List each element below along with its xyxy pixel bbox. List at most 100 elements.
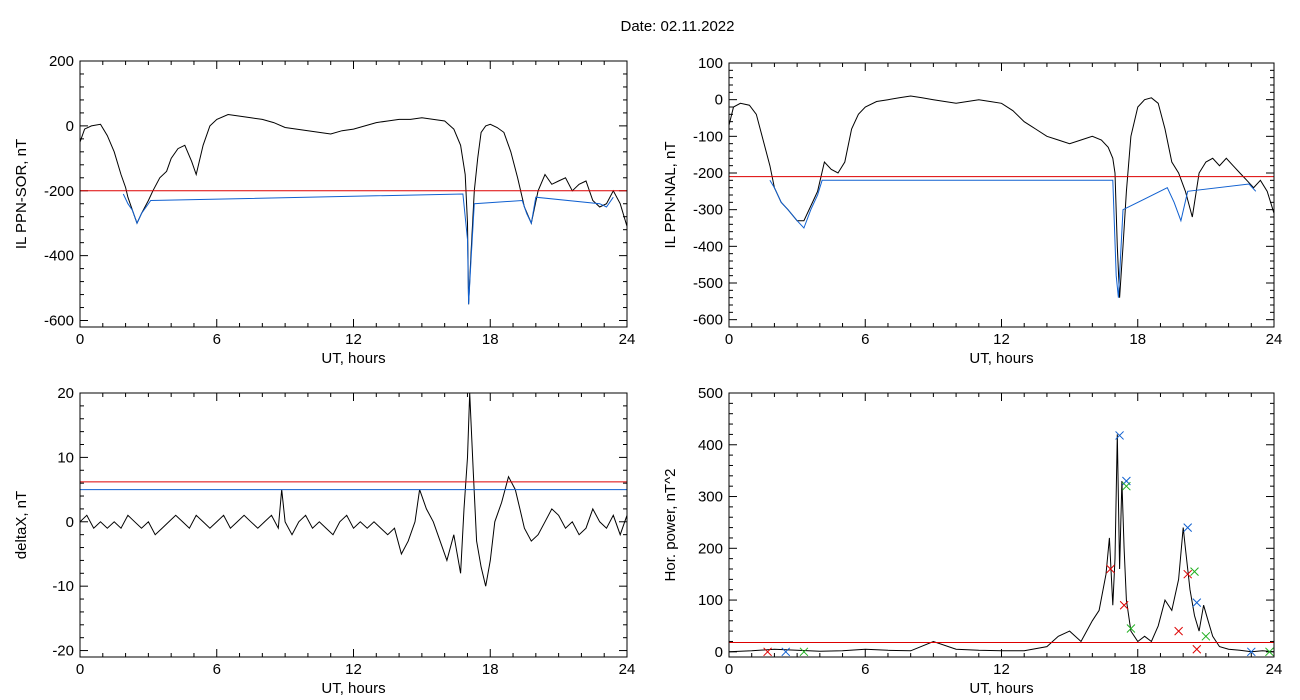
marker-blue — [1183, 523, 1193, 532]
y-axis-label: Hor. power, nT^2 — [662, 469, 679, 582]
x-tick-label: 0 — [76, 661, 84, 678]
y-tick-label: 20 — [57, 385, 74, 402]
x-axis-label: UT, hours — [321, 350, 385, 367]
marker-stroke — [1201, 631, 1211, 641]
series-line-black — [79, 113, 628, 305]
marker-blue — [1115, 431, 1124, 440]
y-tick-label: 0 — [66, 514, 74, 531]
y-tick-label: 300 — [698, 489, 723, 506]
panel-il-ppn-sor: 0 6 12 18 24 -600 -400 -200 0 200 UT, hours IL PPN-… — [13, 53, 635, 367]
plot-frame — [728, 62, 1275, 328]
x-tick-label: 24 — [1266, 661, 1283, 678]
panel-hor-power: 0 6 12 18 24 0 100 200 300 400 500 UT, hours Hor. po… — [662, 385, 1282, 697]
marker-green — [799, 647, 809, 657]
x-tick-label: 24 — [619, 331, 636, 348]
marker-blue — [1192, 598, 1202, 608]
marker-green — [1265, 647, 1274, 657]
x-tick-label: 12 — [345, 331, 362, 348]
x-tick-label: 18 — [482, 331, 499, 348]
y-tick-label: -20 — [52, 643, 74, 660]
y-tick-label: 100 — [698, 55, 723, 72]
marker-red — [1183, 569, 1193, 579]
x-tick-label: 6 — [213, 661, 221, 678]
x-tick-label: 0 — [76, 331, 84, 348]
x-tick-label: 12 — [345, 661, 362, 678]
marker-blue — [781, 647, 791, 657]
marker-stroke — [763, 647, 772, 657]
marker-green — [1190, 567, 1199, 576]
x-tick-label: 12 — [993, 331, 1010, 348]
marker-red — [1174, 626, 1183, 636]
y-tick-label: 500 — [698, 385, 723, 402]
marker-stroke — [1183, 523, 1193, 532]
marker-stroke — [1126, 624, 1136, 633]
series-line-blue — [769, 179, 1257, 298]
x-tick-label: 6 — [861, 331, 869, 348]
x-tick-label: 24 — [619, 661, 636, 678]
x-tick-label: 18 — [1129, 661, 1146, 678]
y-tick-label: 0 — [66, 118, 74, 135]
x-tick-label: 6 — [213, 331, 221, 348]
series-line-black — [728, 95, 1275, 298]
panel-il-ppn-nal: 0 6 12 18 24 -600 -500 -400 -300 -200 -100 0 100 UT, … — [662, 55, 1282, 367]
y-tick-label: -10 — [52, 578, 74, 595]
marker-stroke — [1183, 569, 1193, 579]
x-axis-label: UT, hours — [321, 680, 385, 697]
y-tick-label: 400 — [698, 437, 723, 454]
marker-stroke — [1119, 600, 1129, 610]
y-tick-label: -500 — [693, 275, 723, 292]
y-tick-label: -400 — [693, 238, 723, 255]
marker-stroke — [1192, 644, 1202, 654]
y-tick-label: 10 — [57, 449, 74, 466]
marker-red — [1119, 600, 1129, 610]
y-axis-label: deltaX, nT — [13, 491, 30, 559]
series-line-black — [79, 392, 628, 587]
plot-frame — [728, 392, 1275, 658]
panel-deltax: 0 6 12 18 24 -20 -10 0 10 20 UT, hours deltaX, nT — [13, 385, 635, 697]
y-tick-label: -600 — [44, 313, 74, 330]
y-tick-label: -100 — [693, 128, 723, 145]
marker-stroke — [1174, 626, 1183, 636]
y-tick-label: -200 — [44, 183, 74, 200]
marker-red — [1106, 564, 1115, 574]
marker-red — [1192, 644, 1202, 654]
y-tick-label: 0 — [715, 644, 723, 661]
figure-title: Date: 02.11.2022 — [620, 18, 735, 35]
plot-frame — [79, 60, 628, 328]
marker-green — [1126, 624, 1136, 633]
marker-stroke — [1190, 567, 1199, 576]
x-tick-label: 0 — [725, 331, 733, 348]
y-tick-label: -600 — [693, 312, 723, 329]
x-tick-label: 6 — [861, 661, 869, 678]
y-tick-label: 0 — [715, 92, 723, 109]
marker-stroke — [799, 647, 809, 657]
x-axis-label: UT, hours — [969, 350, 1033, 367]
marker-stroke — [1106, 564, 1115, 574]
marker-blue — [1246, 647, 1256, 657]
x-tick-label: 18 — [1129, 331, 1146, 348]
marker-stroke — [1122, 481, 1131, 491]
x-tick-label: 0 — [725, 661, 733, 678]
x-axis-label: UT, hours — [969, 680, 1033, 697]
y-tick-label: 100 — [698, 592, 723, 609]
marker-stroke — [1246, 647, 1256, 657]
y-axis-label: IL PPN-SOR, nT — [13, 139, 30, 249]
x-tick-label: 12 — [993, 661, 1010, 678]
marker-stroke — [1192, 598, 1202, 608]
plot-frame — [79, 392, 628, 658]
y-tick-label: -200 — [693, 165, 723, 182]
marker-green — [1201, 631, 1211, 641]
series-line-blue — [122, 193, 614, 305]
marker-green — [1122, 481, 1131, 491]
x-tick-label: 18 — [482, 661, 499, 678]
marker-stroke — [1115, 431, 1124, 440]
series-line-black — [728, 434, 1275, 653]
y-axis-label: IL PPN-NAL, nT — [662, 142, 679, 249]
marker-red — [763, 647, 772, 657]
y-tick-label: 200 — [698, 540, 723, 557]
marker-stroke — [1265, 647, 1274, 657]
marker-stroke — [781, 647, 791, 657]
y-tick-label: -300 — [693, 202, 723, 219]
x-tick-label: 24 — [1266, 331, 1283, 348]
